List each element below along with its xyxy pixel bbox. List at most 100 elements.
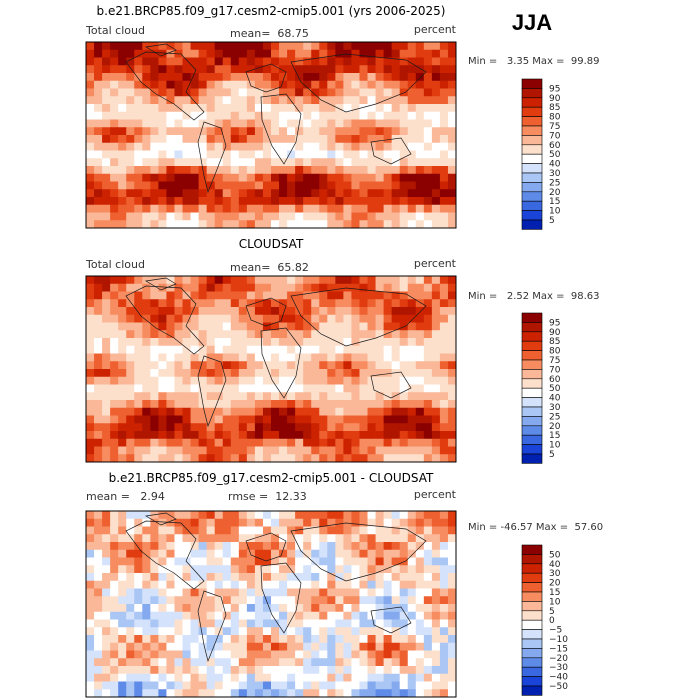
map-cell (238, 666, 248, 675)
map-cell (439, 611, 449, 620)
map-cell (423, 511, 433, 520)
map-cell (86, 73, 95, 82)
map-cell (399, 658, 409, 667)
map-cell (439, 65, 449, 74)
map-cell (110, 330, 119, 339)
map-cell (126, 150, 135, 159)
map-cell (246, 361, 256, 370)
map-cell (343, 658, 352, 667)
map-cell (367, 220, 376, 228)
map-cell (102, 526, 111, 535)
map-cell (262, 111, 272, 120)
map-cell (407, 511, 417, 520)
map-cell (303, 212, 312, 221)
map-cell (367, 307, 376, 316)
map-cell (295, 573, 304, 582)
map-cell (118, 204, 127, 213)
map-cell (431, 446, 441, 455)
map-cell (439, 511, 449, 520)
map-cell (383, 611, 393, 620)
map-cell (134, 596, 143, 605)
map-cell (222, 658, 232, 667)
map-cell (230, 353, 240, 362)
map-cell (343, 166, 352, 175)
map-cell (110, 400, 119, 409)
map-cell (166, 314, 175, 323)
map-cell (279, 580, 288, 589)
map-cell (327, 322, 336, 331)
map-cell (319, 276, 328, 285)
map-cell (134, 73, 143, 82)
map-cell (246, 392, 256, 401)
map-cell (415, 438, 425, 447)
map-cell (335, 65, 344, 74)
map-cell (303, 189, 312, 198)
map-cell (166, 635, 175, 644)
map-cell (110, 283, 119, 292)
map-cell (439, 220, 449, 228)
map-cell (367, 526, 376, 535)
map-cell (383, 127, 393, 136)
map-cell (230, 604, 240, 613)
map-cell (287, 314, 296, 323)
map-cell (407, 526, 417, 535)
map-cell (158, 181, 167, 190)
map-cell (295, 392, 304, 401)
map-cell (383, 431, 393, 440)
map-cell (311, 276, 320, 285)
panel-1-frame (85, 41, 457, 229)
map-cell (335, 642, 344, 651)
map-cell (262, 204, 272, 213)
map-cell (134, 80, 143, 89)
map-cell (230, 407, 240, 416)
map-cell (327, 353, 336, 362)
map-cell (182, 158, 191, 167)
map-cell (86, 111, 95, 120)
map-cell (182, 400, 191, 409)
map-cell (271, 642, 280, 651)
map-cell (134, 642, 143, 651)
map-cell (158, 42, 167, 51)
map-cell (222, 431, 232, 440)
map-cell (271, 314, 280, 323)
map-cell (102, 681, 111, 690)
map-cell (439, 197, 449, 206)
map-cell (230, 150, 240, 159)
map-cell (423, 635, 433, 644)
map-cell (431, 407, 441, 416)
map-cell (399, 619, 409, 628)
map-cell (295, 49, 304, 58)
map-cell (279, 314, 288, 323)
map-cell (399, 299, 409, 308)
map-cell (439, 166, 449, 175)
map-cell (391, 345, 401, 354)
map-cell (399, 220, 409, 228)
map-cell (94, 573, 103, 582)
map-cell (447, 557, 456, 566)
map-cell (431, 212, 441, 221)
map-cell (375, 73, 385, 82)
map-cell (359, 627, 368, 636)
map-cell (415, 119, 425, 128)
map-cell (206, 666, 216, 675)
map-cell (399, 361, 409, 370)
map-cell (134, 181, 143, 190)
map-cell (383, 330, 393, 339)
map-cell (230, 650, 240, 659)
map-cell (134, 423, 143, 432)
map-cell (102, 534, 111, 543)
map-cell (142, 454, 151, 462)
colorbar-tick-label: 25 (549, 178, 560, 188)
map-cell (431, 127, 441, 136)
colorbar-tick-label: 40 (549, 394, 561, 404)
map-cell (222, 283, 232, 292)
map-cell (254, 307, 264, 316)
map-cell (262, 431, 272, 440)
map-cell (295, 322, 304, 331)
map-cell (126, 42, 135, 51)
map-cell (335, 220, 344, 228)
map-cell (86, 423, 95, 432)
map-cell (279, 650, 288, 659)
map-cell (86, 330, 95, 339)
map-cell (431, 415, 441, 424)
